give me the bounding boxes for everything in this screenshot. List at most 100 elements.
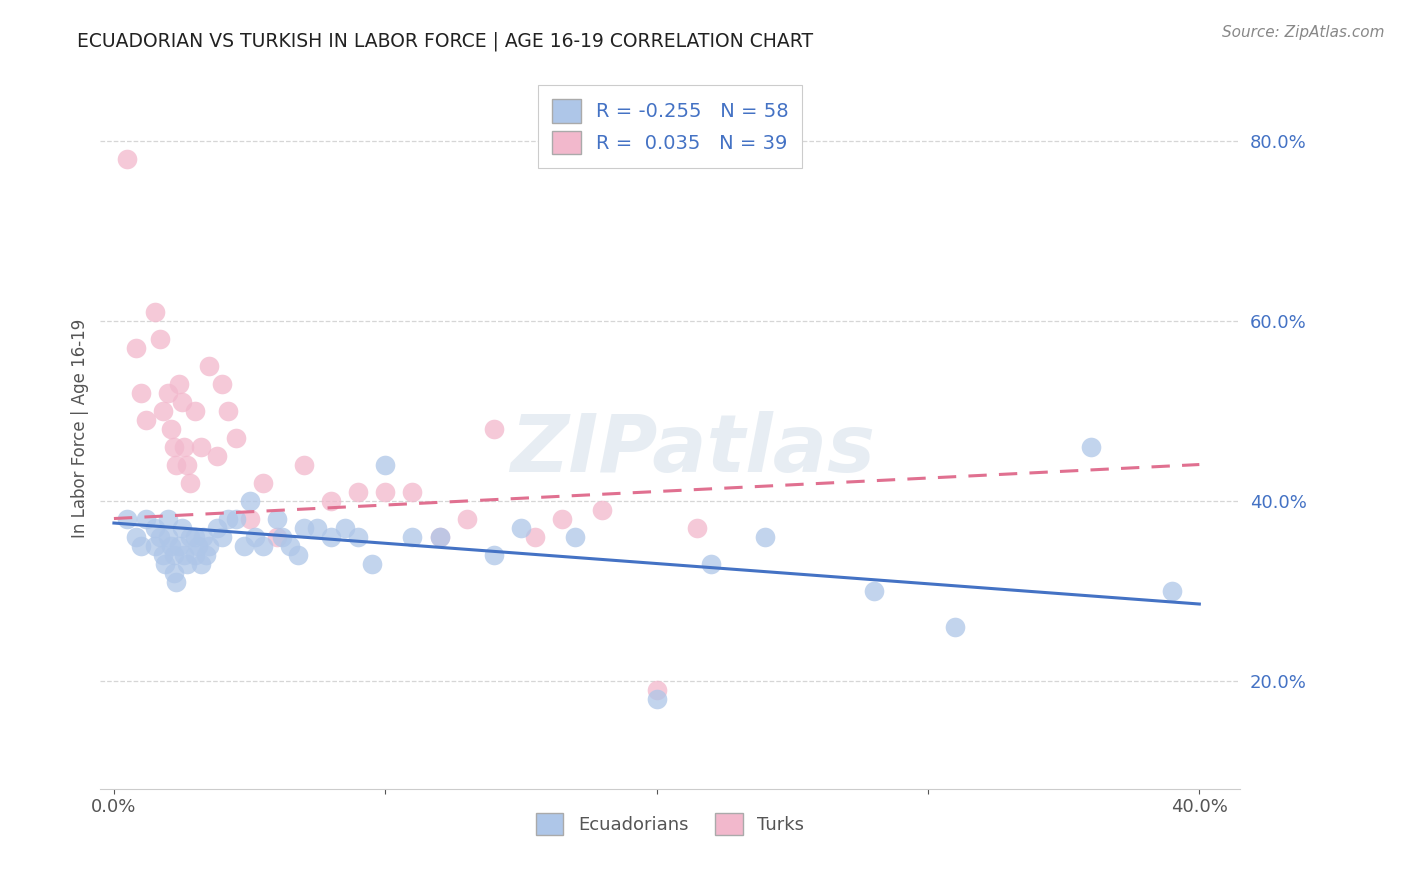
Text: ZIPatlas: ZIPatlas xyxy=(510,411,876,489)
Point xyxy=(686,520,709,534)
Point xyxy=(165,458,187,472)
Point xyxy=(252,475,274,490)
Point xyxy=(117,152,139,166)
Point xyxy=(217,403,239,417)
Point xyxy=(401,529,423,543)
Point xyxy=(160,421,183,435)
Point xyxy=(198,539,221,553)
Point xyxy=(176,557,198,571)
Point xyxy=(124,341,146,355)
Point xyxy=(184,529,207,543)
Point xyxy=(162,548,184,562)
Point xyxy=(239,493,262,508)
Point xyxy=(429,529,451,543)
Point xyxy=(456,511,478,525)
Point xyxy=(162,566,184,580)
Point xyxy=(152,548,174,562)
Point xyxy=(143,539,166,553)
Point xyxy=(374,484,396,499)
Point xyxy=(170,394,193,409)
Point xyxy=(135,511,157,525)
Text: ECUADORIAN VS TURKISH IN LABOR FORCE | AGE 16-19 CORRELATION CHART: ECUADORIAN VS TURKISH IN LABOR FORCE | A… xyxy=(77,31,814,51)
Point xyxy=(155,557,177,571)
Point xyxy=(184,403,207,417)
Point xyxy=(360,557,382,571)
Point xyxy=(319,493,342,508)
Point xyxy=(162,440,184,454)
Point xyxy=(266,511,288,525)
Point xyxy=(129,385,152,400)
Point xyxy=(129,539,152,553)
Point xyxy=(754,529,776,543)
Point xyxy=(271,529,294,543)
Point xyxy=(307,520,329,534)
Point xyxy=(195,548,218,562)
Point xyxy=(645,691,668,706)
Point xyxy=(135,412,157,426)
Point xyxy=(173,440,195,454)
Point xyxy=(143,304,166,318)
Point xyxy=(187,539,209,553)
Point xyxy=(319,529,342,543)
Point xyxy=(143,520,166,534)
Point xyxy=(287,548,309,562)
Point xyxy=(170,520,193,534)
Point xyxy=(117,511,139,525)
Point xyxy=(173,548,195,562)
Point xyxy=(292,520,315,534)
Point xyxy=(205,449,228,463)
Point xyxy=(591,502,613,516)
Point xyxy=(184,548,207,562)
Point xyxy=(292,458,315,472)
Point xyxy=(482,548,505,562)
Point xyxy=(1161,583,1184,598)
Point xyxy=(157,511,180,525)
Point xyxy=(179,529,201,543)
Point xyxy=(211,376,233,391)
Point xyxy=(176,458,198,472)
Point xyxy=(862,583,884,598)
Point xyxy=(645,682,668,697)
Point xyxy=(374,458,396,472)
Point xyxy=(193,529,215,543)
Point xyxy=(225,431,247,445)
Point xyxy=(211,529,233,543)
Point xyxy=(1080,440,1102,454)
Point xyxy=(243,529,266,543)
Point xyxy=(278,539,301,553)
Point xyxy=(550,511,572,525)
Point xyxy=(564,529,586,543)
Point xyxy=(347,484,370,499)
Point xyxy=(233,539,256,553)
Point xyxy=(167,376,190,391)
Point xyxy=(179,475,201,490)
Point xyxy=(205,520,228,534)
Point xyxy=(190,440,212,454)
Point xyxy=(124,529,146,543)
Point xyxy=(198,359,221,373)
Point xyxy=(943,619,966,633)
Point xyxy=(252,539,274,553)
Point xyxy=(157,529,180,543)
Point xyxy=(482,421,505,435)
Point xyxy=(239,511,262,525)
Point xyxy=(167,539,190,553)
Point xyxy=(149,529,172,543)
Point xyxy=(401,484,423,499)
Point xyxy=(523,529,546,543)
Point xyxy=(160,539,183,553)
Point xyxy=(429,529,451,543)
Point xyxy=(152,403,174,417)
Point xyxy=(333,520,356,534)
Point xyxy=(157,385,180,400)
Point xyxy=(149,332,172,346)
Point xyxy=(347,529,370,543)
Point xyxy=(190,557,212,571)
Point xyxy=(266,529,288,543)
Text: Source: ZipAtlas.com: Source: ZipAtlas.com xyxy=(1222,25,1385,40)
Y-axis label: In Labor Force | Age 16-19: In Labor Force | Age 16-19 xyxy=(72,319,89,538)
Point xyxy=(225,511,247,525)
Point xyxy=(165,574,187,589)
Point xyxy=(700,557,723,571)
Point xyxy=(510,520,533,534)
